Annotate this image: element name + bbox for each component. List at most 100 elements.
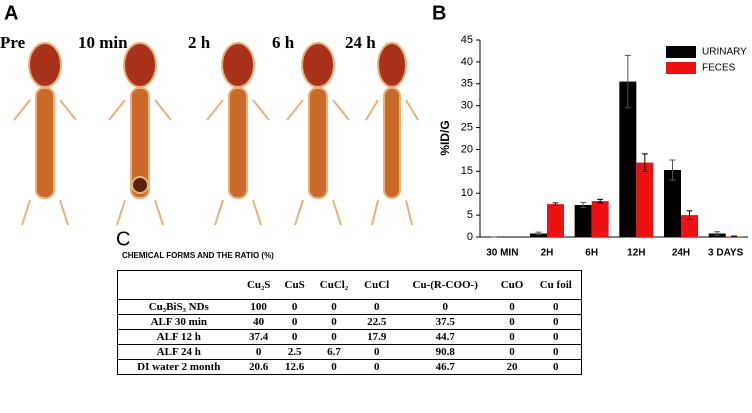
panel-label: B — [432, 2, 446, 24]
table-cell: ALF 24 h — [117, 344, 240, 360]
image-label: 24 h — [345, 33, 376, 52]
error-bar — [535, 231, 542, 236]
table-cell: 37.5 — [396, 314, 494, 330]
x-tick-label: 6H — [585, 248, 598, 259]
table-cell: 22.5 — [356, 314, 397, 330]
bar — [574, 205, 592, 237]
error-bar — [624, 54, 631, 109]
bar — [591, 201, 609, 237]
table-cell: 0 — [493, 329, 531, 345]
table-cell: 2.5 — [277, 344, 312, 360]
y-tick-label: 5 — [467, 209, 473, 221]
table-cell: 40 — [239, 314, 278, 330]
image-label: 10 min — [78, 33, 128, 52]
mouse-images — [13, 42, 419, 226]
x-tick-label: 30 MIN — [486, 248, 518, 259]
error-bar — [714, 231, 721, 236]
y-tick-label: 15 — [461, 165, 473, 177]
table-row: ALF 30 min 40 0 0 22.5 37.5 0 0 — [117, 314, 582, 330]
table-cell: Cu foil — [530, 270, 582, 300]
table-row: ALF 12 h 37.4 0 0 17.9 44.7 0 0 — [117, 329, 582, 345]
table-cell: 17.9 — [356, 329, 397, 345]
table-cell: ALF 12 h — [117, 329, 240, 345]
table-cell: 0 — [311, 299, 357, 315]
table-cell: 37.4 — [239, 329, 278, 345]
x-tick-label: 3 DAYS — [708, 248, 744, 259]
bar — [636, 162, 654, 237]
table-cell: 0 — [530, 299, 582, 315]
x-tick-label: 12H — [627, 248, 645, 259]
error-bar — [686, 210, 693, 220]
table-cell: Cu-(R-COO-) — [396, 270, 494, 300]
error-bar — [731, 235, 738, 238]
table-cell: 0 — [311, 314, 357, 330]
table-cell: 0 — [356, 344, 397, 360]
table-cell: 0 — [493, 314, 531, 330]
table-cell: 44.7 — [396, 329, 494, 345]
table-cell: 20 — [493, 359, 531, 375]
image-label: 6 h — [272, 33, 295, 52]
bar — [681, 215, 698, 237]
table-cell: Cu₃BiS₃ NDs — [117, 299, 240, 315]
bar — [664, 170, 681, 237]
error-bar — [641, 153, 648, 172]
panel-label: A — [4, 2, 18, 24]
table-cell: CuS — [277, 270, 312, 300]
table-title: CHEMICAL FORMS AND THE RATIO (%) — [122, 251, 274, 260]
table-cell: ALF 30 min — [117, 314, 240, 330]
table-row: Cu₃BiS₃ NDs 100 0 0 0 0 0 0 — [117, 299, 582, 315]
table-cell: 46.7 — [396, 359, 494, 375]
table-cell: 0 — [311, 359, 357, 375]
y-tick-label: 20 — [461, 143, 473, 155]
table-cell: 0 — [530, 344, 582, 360]
mouse — [286, 42, 350, 226]
y-tick-label: 10 — [461, 187, 473, 199]
table-cell: 12.6 — [277, 359, 312, 375]
table-cell: 0 — [311, 329, 357, 345]
table-cell: Cu₂S — [239, 270, 278, 300]
table-cell: 6.7 — [311, 344, 357, 360]
table-cell: 0 — [356, 359, 397, 375]
table-row: ALF 24 h 0 2.5 6.7 0 90.8 0 0 — [117, 344, 582, 360]
table-cell: 0 — [530, 314, 582, 330]
error-bar — [552, 202, 559, 206]
x-tick-label: 2H — [541, 248, 554, 259]
mouse — [206, 42, 270, 226]
y-tick-label: 35 — [461, 78, 473, 90]
table-cell: CuCl — [356, 270, 397, 300]
table-cell: 0 — [493, 299, 531, 315]
table-cell: 0 — [277, 299, 312, 315]
table-cell: DI water 2 month — [117, 359, 240, 375]
error-bar — [597, 198, 604, 204]
y-tick-label: 0 — [467, 231, 473, 243]
table-cell: 0 — [530, 329, 582, 345]
table-cell: 0 — [493, 344, 531, 360]
table-cell — [117, 270, 240, 300]
table-cell: 0 — [530, 359, 582, 375]
legend-label: FECES — [702, 63, 736, 74]
table-cell: 0 — [239, 344, 278, 360]
table: Cu₂S CuS CuCl₂ CuCl Cu-(R-COO-) CuO Cu foil Cu₃… — [117, 270, 582, 375]
legend-swatch — [666, 46, 696, 58]
table-cell: 0 — [277, 314, 312, 330]
x-tick-label: 24H — [672, 248, 690, 259]
y-tick-label: 40 — [461, 56, 473, 68]
y-tick-label: 45 — [461, 34, 473, 46]
table-cell: CuO — [493, 270, 531, 300]
mouse — [13, 42, 77, 226]
bar — [619, 81, 637, 237]
table-cell: CuCl₂ — [311, 270, 357, 300]
table-row: Cu₂S CuS CuCl₂ CuCl Cu-(R-COO-) CuO Cu foil — [117, 270, 582, 300]
table-cell: 20.6 — [239, 359, 278, 375]
bar — [547, 204, 564, 237]
legend-swatch — [666, 62, 696, 74]
y-axis-label: %ID/G — [438, 120, 452, 155]
table-cell: 100 — [239, 299, 278, 315]
table-cell: 0 — [396, 299, 494, 315]
image-label: 2 h — [188, 33, 211, 52]
y-tick-label: 25 — [461, 121, 473, 133]
y-tick-label: 30 — [461, 100, 473, 112]
error-bar — [669, 159, 676, 181]
